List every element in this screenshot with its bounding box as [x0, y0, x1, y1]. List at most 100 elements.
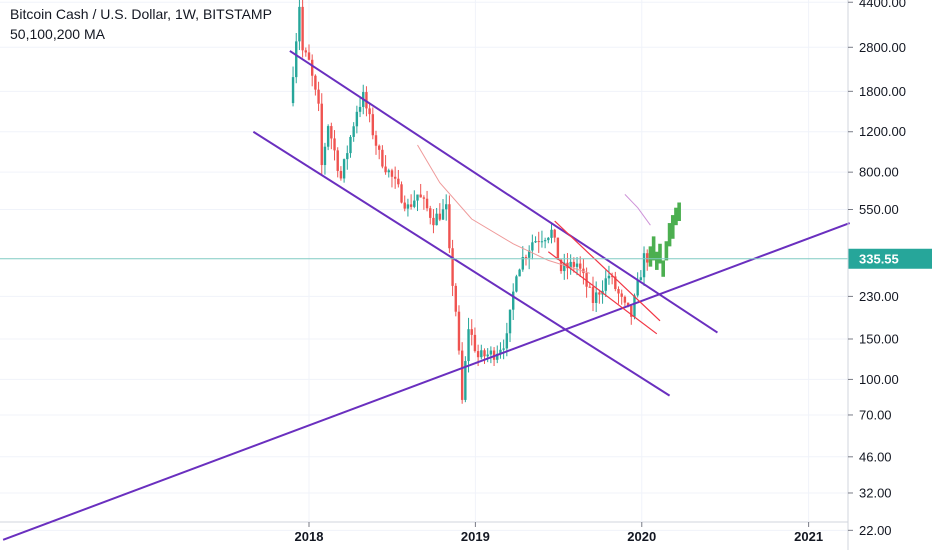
- candle-body: [483, 350, 486, 357]
- projection-bar: [677, 202, 681, 222]
- candle-body: [393, 176, 397, 179]
- candle-body: [518, 269, 521, 277]
- candle-body: [470, 329, 473, 335]
- candle-body: [295, 41, 298, 78]
- candle-body: [301, 6, 304, 51]
- candle-body: [435, 213, 438, 226]
- candle-body: [330, 126, 333, 139]
- candle-body: [326, 126, 330, 147]
- candle-body: [403, 202, 406, 209]
- current-price-line: 335.55: [0, 248, 932, 269]
- price-tag: [848, 248, 932, 269]
- candle-body: [512, 291, 515, 310]
- candle-body: [543, 240, 547, 242]
- candle-body: [508, 309, 512, 334]
- candle-body: [531, 242, 534, 251]
- candle-body: [349, 136, 352, 154]
- candle-body: [377, 145, 381, 150]
- candle-body: [355, 111, 359, 127]
- candle-body: [480, 350, 483, 358]
- candle-body: [441, 209, 445, 220]
- candle-body: [476, 351, 480, 358]
- candle-body: [371, 114, 375, 136]
- candle-body: [614, 276, 617, 290]
- candle-body: [291, 77, 295, 104]
- x-tick-label: 2020: [627, 529, 656, 544]
- candle-body: [569, 261, 572, 269]
- y-tick-label: 550.00: [859, 202, 899, 217]
- candle-body: [358, 106, 362, 112]
- projection-bar: [658, 243, 662, 264]
- candle-body: [467, 329, 470, 362]
- projection-bar: [667, 223, 672, 247]
- candle-body: [553, 229, 556, 238]
- y-tick-label: 70.00: [859, 407, 892, 422]
- indicator-legend: 50,100,200 MA: [10, 26, 105, 42]
- candle-body: [374, 135, 378, 146]
- projection-bar: [670, 215, 675, 239]
- y-tick-label: 32.00: [859, 485, 892, 500]
- candle-body: [422, 197, 426, 199]
- candle-body: [336, 150, 339, 171]
- candle-body: [547, 237, 550, 241]
- candle-body: [591, 286, 595, 303]
- candle-body: [524, 257, 528, 259]
- candle-body: [352, 126, 355, 137]
- candle-body: [397, 178, 400, 185]
- price-tag-label: 335.55: [859, 251, 899, 266]
- candle-body: [572, 261, 576, 267]
- candle-body: [323, 146, 327, 166]
- candle-body: [390, 170, 394, 177]
- trendline: [252, 130, 671, 397]
- candle-body: [346, 153, 349, 160]
- candle-body: [537, 241, 540, 243]
- candle-body: [451, 248, 454, 286]
- candle-body: [317, 89, 320, 104]
- candle-body: [413, 200, 416, 207]
- candle-body: [307, 52, 311, 60]
- candle-body: [445, 204, 448, 210]
- candle-body: [457, 311, 461, 351]
- candle-body: [384, 166, 387, 173]
- candle-body: [486, 354, 489, 357]
- projection-bar: [664, 241, 669, 261]
- candle-body: [579, 263, 582, 269]
- projection-bar: [655, 251, 659, 270]
- candle-body: [623, 296, 627, 303]
- candle-body: [527, 250, 531, 258]
- candle-body: [588, 286, 591, 288]
- candle-body: [610, 275, 614, 277]
- candle-body: [381, 149, 384, 167]
- candle-body: [400, 184, 403, 203]
- candle-body: [585, 273, 588, 287]
- y-tick-label: 100.00: [859, 372, 899, 387]
- chart-title: Bitcoin Cash / U.S. Dollar, 1W, BITSTAMP: [10, 6, 272, 22]
- projection-bar: [661, 260, 665, 277]
- candle-body: [620, 293, 623, 297]
- candle-body: [454, 285, 457, 312]
- candle-body: [633, 295, 636, 317]
- candle-body: [304, 50, 308, 53]
- candle-body: [521, 257, 524, 270]
- x-tick-label: 2019: [461, 529, 490, 544]
- x-tick-label: 2018: [295, 529, 324, 544]
- candle-body: [339, 170, 343, 179]
- candle-body: [575, 263, 579, 267]
- candle-body: [604, 278, 607, 291]
- candle-body: [448, 204, 451, 249]
- candle-body: [626, 302, 630, 306]
- candle-body: [342, 159, 346, 179]
- candle-body: [314, 75, 317, 90]
- projection-bar: [648, 246, 653, 267]
- candle-body: [515, 276, 518, 292]
- candle-body: [502, 348, 505, 350]
- candle-body: [489, 350, 493, 355]
- candle-body: [540, 241, 544, 243]
- candle-body: [550, 229, 553, 238]
- candle-body: [630, 305, 633, 317]
- trendline: [289, 50, 718, 334]
- candle-body: [639, 277, 643, 281]
